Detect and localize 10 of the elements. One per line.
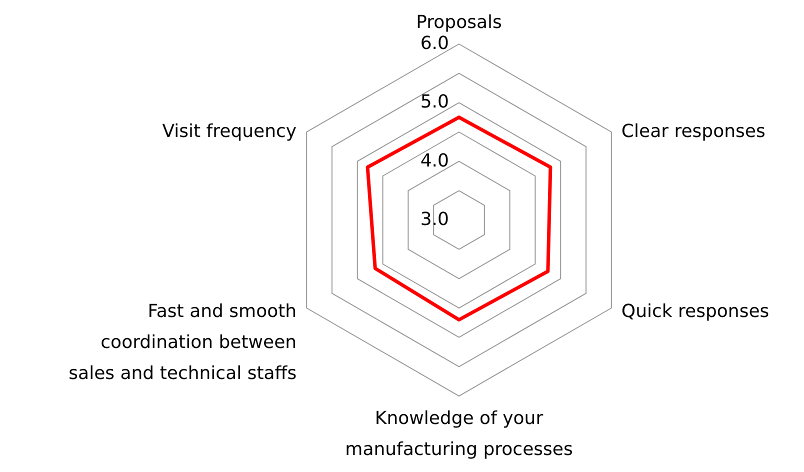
spoke-label: Quick responses bbox=[621, 301, 770, 322]
spoke-label: Visit frequency bbox=[162, 121, 297, 142]
y-tick-label: 3.0 bbox=[420, 209, 449, 230]
spoke-label: Proposals bbox=[416, 12, 502, 33]
spoke-label: Fast and smooth coordination between sales and technical staffs bbox=[68, 301, 297, 384]
y-tick-label: 4.0 bbox=[420, 150, 449, 172]
spoke-label: Clear responses bbox=[621, 121, 766, 142]
spoke-label: Knowledge of your manufacturing processes bbox=[345, 408, 573, 460]
y-tick-label: 5.0 bbox=[420, 92, 449, 113]
y-tick-label: 6.0 bbox=[420, 33, 449, 54]
